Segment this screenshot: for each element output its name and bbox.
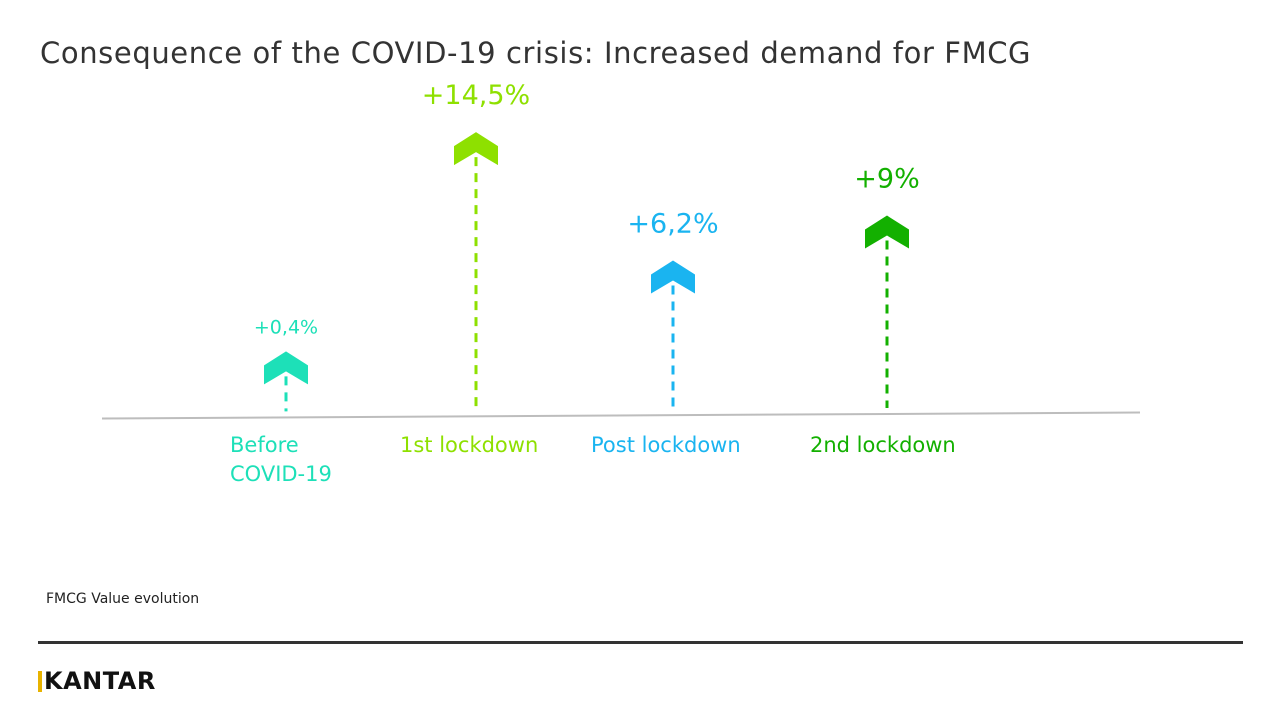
- value-label-2: +6,2%: [627, 208, 718, 239]
- arrow-head-2: [651, 260, 695, 294]
- category-label-2: Post lockdown: [591, 433, 741, 457]
- category-label-line: Post lockdown: [591, 433, 741, 457]
- logo-accent-bar: [38, 670, 42, 692]
- arrow-head-3: [865, 215, 909, 249]
- baseline-axis: [101, 411, 1141, 420]
- category-label-0: Before COVID-19: [230, 433, 332, 486]
- value-label-1: +14,5%: [422, 80, 530, 111]
- page-title: Consequence of the COVID-19 crisis: Incr…: [40, 36, 1032, 70]
- chart-subtitle: FMCG Value evolution: [46, 591, 200, 607]
- kantar-logo: KANTAR: [38, 666, 156, 696]
- value-label-3: +9%: [854, 164, 919, 195]
- category-label-line: 1st lockdown: [400, 433, 538, 457]
- footer-divider: [38, 641, 1243, 644]
- chart: +0,4% Before COVID-19 +14,5% 1st lockdown +6,…: [101, 80, 1141, 486]
- category-label-line: 2nd lockdown: [810, 433, 956, 457]
- category-label-3: 2nd lockdown: [810, 433, 956, 457]
- category-label-1: 1st lockdown: [400, 433, 538, 457]
- category-label-line: COVID-19: [230, 462, 332, 486]
- arrow-head-0: [264, 351, 308, 385]
- logo-text: KANTAR: [44, 667, 156, 695]
- value-label-0: +0,4%: [254, 316, 318, 338]
- arrow-head-1: [454, 132, 498, 166]
- category-label-line: Before: [230, 433, 299, 457]
